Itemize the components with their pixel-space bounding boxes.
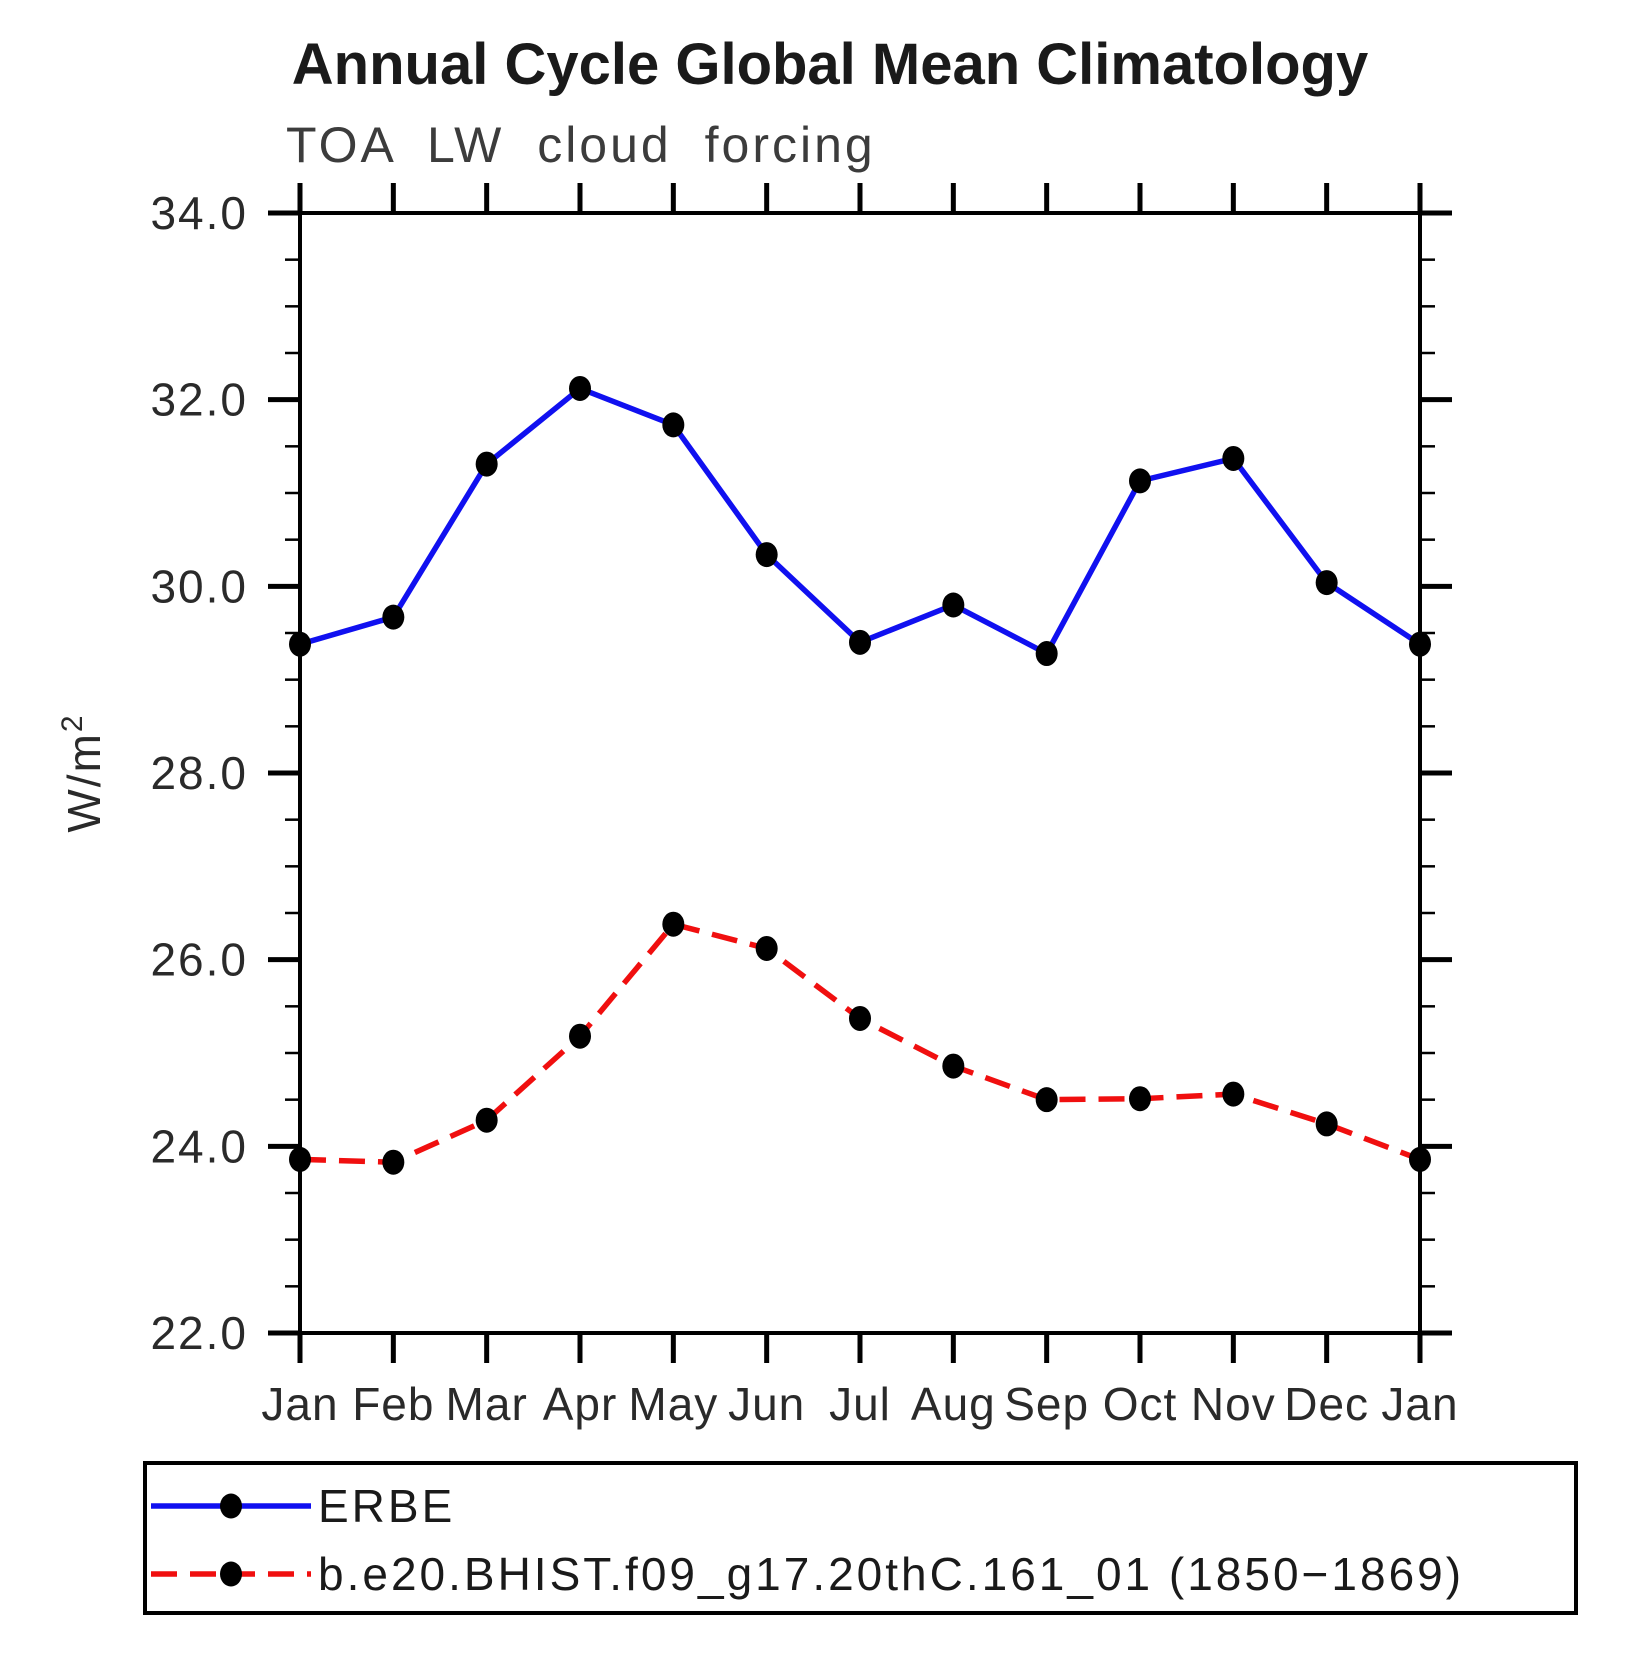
plot-axes xyxy=(268,183,1452,1363)
legend-erbe-marker-icon xyxy=(220,1493,242,1519)
data-point-marker xyxy=(1222,1081,1245,1107)
legend-model-label: b.e20.BHIST.f09_g17.20thC.161_01 (1850−1… xyxy=(318,1548,1464,1600)
chart-subtitle: TOA LW cloud forcing xyxy=(286,117,876,173)
data-point-marker xyxy=(755,542,778,568)
data-point-marker xyxy=(849,1005,871,1031)
y-axis-label: W/m2 xyxy=(56,713,110,832)
x-axis-tick-label: May xyxy=(628,1378,718,1430)
x-axis-tick-labels: Jan Feb Mar Apr May Jun Jul Aug Sep Oct Nov Dec Jan xyxy=(261,1378,1458,1430)
x-axis-tick-label: Mar xyxy=(446,1378,528,1430)
legend-box xyxy=(143,1461,1578,1615)
y-axis-tick-label: 22.0 xyxy=(150,1307,248,1359)
data-point-marker xyxy=(289,1146,311,1172)
plot-box xyxy=(298,211,1422,1335)
series-erbe xyxy=(289,375,1431,667)
legend-erbe-label: ERBE xyxy=(318,1480,455,1532)
y-axis-tick-labels: 22.0 24.0 26.0 28.0 30.0 32.0 34.0 xyxy=(150,187,248,1359)
data-point-marker xyxy=(1129,1086,1151,1112)
x-axis-tick-label: Nov xyxy=(1191,1378,1276,1430)
data-point-marker xyxy=(849,629,871,655)
data-point-marker xyxy=(1315,1111,1338,1137)
data-point-marker xyxy=(1409,1146,1431,1172)
y-axis-tick-label: 28.0 xyxy=(150,747,248,799)
model-line xyxy=(299,921,1421,1165)
data-point-marker xyxy=(755,935,778,961)
x-axis-tick-label: Feb xyxy=(352,1378,434,1430)
data-point-marker xyxy=(1035,641,1058,667)
y-axis-tick-label: 30.0 xyxy=(150,560,248,612)
x-axis-tick-label: Oct xyxy=(1103,1378,1178,1430)
data-point-marker xyxy=(1409,631,1431,657)
data-point-marker xyxy=(475,451,498,477)
data-point-marker xyxy=(1129,468,1151,494)
data-point-marker xyxy=(289,631,311,657)
erbe-line xyxy=(299,385,1422,658)
data-point-marker xyxy=(382,604,405,630)
data-point-marker xyxy=(382,1149,405,1175)
data-point-marker xyxy=(569,375,591,401)
legend: ERBE b.e20.BHIST.f09_g17.20thC.161_01 (1… xyxy=(143,1461,1578,1615)
x-axis-tick-label: Aug xyxy=(911,1378,996,1430)
x-axis-tick-label: Dec xyxy=(1284,1378,1369,1430)
x-axis-tick-label: Jul xyxy=(829,1378,891,1430)
series-model xyxy=(289,911,1431,1175)
legend-model-marker-icon xyxy=(220,1561,242,1587)
x-axis-tick-label: Jan xyxy=(261,1378,338,1430)
data-point-marker xyxy=(475,1107,498,1133)
data-point-marker xyxy=(1222,445,1245,471)
x-axis-tick-label: Jan xyxy=(1381,1378,1458,1430)
y-axis-tick-label: 32.0 xyxy=(150,374,248,426)
y-axis-tick-label: 24.0 xyxy=(150,1120,248,1172)
x-axis-tick-label: Sep xyxy=(1004,1378,1089,1430)
data-series xyxy=(289,375,1431,1175)
data-point-marker xyxy=(662,911,685,937)
data-point-marker xyxy=(942,592,965,618)
chart-title: Annual Cycle Global Mean Climatology xyxy=(292,32,1368,97)
x-axis-tick-label: Jun xyxy=(728,1378,805,1430)
y-axis-tick-label: 26.0 xyxy=(150,934,248,986)
data-point-marker xyxy=(1315,570,1338,596)
data-point-marker xyxy=(1035,1087,1058,1113)
data-point-marker xyxy=(569,1023,591,1049)
data-point-marker xyxy=(942,1053,965,1079)
x-axis-tick-label: Apr xyxy=(543,1378,618,1430)
y-axis-tick-label: 34.0 xyxy=(150,187,248,239)
data-point-marker xyxy=(662,412,685,438)
